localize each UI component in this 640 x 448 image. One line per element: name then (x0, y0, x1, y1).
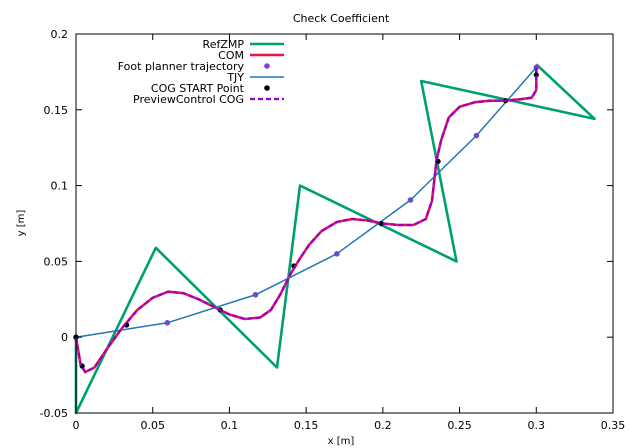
cog-start-point-point (533, 72, 539, 78)
x-tick-label: 0 (73, 419, 80, 432)
previewcontrol-cog-line (74, 67, 538, 374)
legend-label-refzmp: RefZMP (203, 38, 245, 51)
x-axis-label: x [m] (328, 436, 355, 447)
legend-label-com: COM (218, 49, 244, 62)
chart-title: Check Coefficient (293, 12, 390, 25)
legend-swatch-foot-planner-trajectory (264, 63, 270, 69)
y-tick-label: 0.2 (51, 28, 69, 41)
y-tick-label: 0.05 (44, 255, 69, 268)
x-tick-label: 0.2 (374, 419, 392, 432)
x-tick-label: 0.35 (601, 419, 626, 432)
y-axis-label: y [m] (16, 210, 27, 237)
legend-label-tjy: TJY (226, 71, 244, 84)
plot-frame (75, 33, 614, 414)
legend-label-previewcontrol-cog: PreviewControl COG (133, 93, 244, 106)
tjy-line (75, 66, 537, 338)
legend-label-cog-start-point: COG START Point (151, 82, 245, 95)
x-tick-label: 0.25 (447, 419, 472, 432)
plot-layer (73, 63, 596, 415)
refzmp-line (74, 63, 596, 415)
legend-label-foot-planner-trajectory: Foot planner trajectory (118, 60, 245, 73)
cog-start-point-point (378, 220, 384, 227)
y-tick-label: 0 (61, 331, 68, 344)
y-tick-label: 0.1 (51, 180, 69, 193)
y-tick-label: -0.05 (40, 407, 68, 420)
y-tick-label: 0.15 (44, 104, 69, 117)
x-tick-label: 0.1 (221, 419, 239, 432)
axes-layer: 0 0.05 0.1 0.15 0.2 0.25 0.3 0.35 -0.05 0 0.05 0.1 0… (40, 28, 626, 432)
x-tick-label: 0.15 (294, 419, 319, 432)
x-tick-label: 0.05 (140, 419, 165, 432)
x-tick-label: 0.3 (528, 419, 546, 432)
legend-swatch-cog-start-point (264, 85, 270, 91)
